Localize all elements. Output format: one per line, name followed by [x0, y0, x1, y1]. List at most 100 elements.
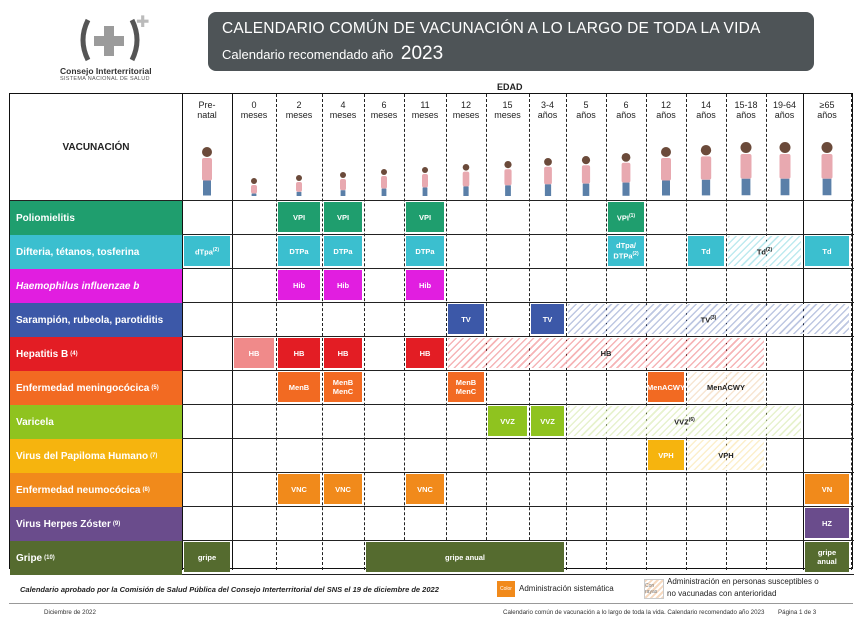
person-figure-icon: [621, 153, 631, 196]
footnote-ref: (5): [151, 385, 159, 391]
footnote-ref: (2): [766, 246, 773, 253]
dose-label: VNC: [291, 484, 307, 494]
vacunacion-header: VACUNACIÓN: [62, 141, 130, 153]
vaccine-row-label: Sarampión, rubeola, parotiditis: [10, 303, 182, 337]
footnote-ref: (10): [44, 555, 55, 561]
plus-icon: ✚: [136, 14, 150, 31]
vaccine-name: Sarampión, rubeola, parotiditis: [16, 314, 164, 326]
dose-label: dTpa: [194, 247, 213, 257]
vaccine-dose-cell: DTPa: [406, 236, 444, 266]
vaccine-dose-cell: TV: [531, 304, 564, 334]
dose-label: TV: [542, 314, 553, 324]
age-value: 12: [660, 100, 671, 110]
vaccine-dose-cell: MenB: [278, 372, 320, 402]
title-banner: CALENDARIO COMÚN DE VACUNACIÓN A LO LARG…: [208, 12, 814, 71]
age-header: 12 años: [646, 94, 686, 200]
age-value: 2: [296, 100, 302, 110]
person-figure-icon: [700, 145, 712, 196]
row-divider: [10, 438, 854, 439]
age-value: 11: [420, 100, 430, 110]
age-unit: años: [616, 110, 636, 120]
column-divider: [486, 94, 487, 570]
vaccine-dose-cell: VPI: [278, 202, 320, 232]
vaccine-dose-cell: Hib: [278, 270, 320, 300]
vaccine-dose-cell: MenACWY: [647, 372, 685, 402]
person-figure-icon: [661, 147, 671, 196]
vaccine-dose-cell: HZ: [805, 508, 849, 538]
row-divider: [10, 506, 854, 507]
vaccine-row-label: Hepatitis B (4): [10, 337, 182, 371]
logo-subtitle: SISTEMA NACIONAL DE SALUD: [60, 76, 150, 82]
person-figure-icon: [779, 142, 790, 196]
vaccine-dose-cell: VNC: [324, 474, 362, 504]
vaccine-row-label: Haemophilus influenzae b: [10, 269, 182, 303]
age-unit: meses: [411, 110, 439, 120]
age-unit: meses: [240, 110, 268, 120]
vaccine-name: Enfermedad neumocócica: [16, 484, 141, 496]
column-divider: [566, 94, 567, 570]
logo-name: Consejo Interterritorial: [60, 66, 152, 76]
person-figure-icon: [462, 164, 470, 196]
vaccine-dose-cell: VNC: [278, 474, 320, 504]
column-divider: [322, 94, 323, 570]
person-figure-icon: [251, 178, 257, 196]
vaccine-dose-cell: HB: [406, 338, 444, 368]
age-value: 6: [623, 100, 629, 110]
footnote-ref: (9): [112, 521, 121, 527]
person-figure-icon: [381, 169, 387, 196]
vaccine-name: Difteria, tétanos, tosferina: [16, 246, 140, 258]
age-unit: años: [817, 110, 837, 120]
dose-label: HB: [248, 348, 260, 358]
age-header: 19-64 años: [766, 94, 803, 200]
vaccine-row-label: Virus del Papiloma Humano (7): [10, 439, 182, 473]
dose-label: HZ: [822, 518, 832, 528]
vaccine-dose-cell: TV(3): [568, 304, 849, 334]
vaccine-row-label: Gripe (10): [10, 541, 182, 575]
vaccine-dose-cell: VVZ(6): [568, 406, 801, 436]
age-value: Pre-: [198, 100, 216, 110]
age-header: Pre-natal: [182, 94, 232, 200]
age-value: 6: [381, 100, 387, 110]
age-header: 3-4 años: [529, 94, 566, 200]
vaccination-table: VACUNACIÓN Pre-natal 0 meses 2 meses 4 meses 6 m…: [9, 93, 854, 575]
age-value: 19-64: [772, 100, 797, 110]
age-value: 15: [502, 100, 513, 110]
footnote-ref: (2): [632, 251, 639, 258]
age-header: 11 meses: [404, 94, 446, 200]
legend-rayas-swatch: Con rayas: [644, 579, 664, 599]
footnote-ref: (8): [142, 487, 150, 493]
footer-title: Calendario común de vacunación a lo larg…: [503, 609, 765, 616]
vaccine-dose-cell: HB: [234, 338, 274, 368]
approval-note: Calendario aprobado por la Comisión de S…: [20, 585, 439, 594]
footnote-ref: (7): [150, 453, 158, 459]
dose-label: Hib: [418, 280, 432, 290]
column-divider: [232, 94, 233, 570]
page-subtitle: Calendario recomendado año 2023: [222, 43, 800, 65]
person-figure-icon: [422, 167, 428, 196]
dose-label: Td: [701, 246, 711, 256]
vaccine-dose-cell: DTPa: [324, 236, 362, 266]
age-value: 4: [340, 100, 346, 110]
page-title: CALENDARIO COMÚN DE VACUNACIÓN A LO LARG…: [222, 20, 761, 37]
dose-label: VPH: [658, 450, 674, 460]
dose-label: Td: [822, 246, 832, 256]
footnote-ref: (3): [710, 314, 717, 321]
dose-label: HB: [600, 348, 612, 358]
footnote-ref: (1): [628, 212, 636, 219]
vaccine-dose-cell: gripe anual: [366, 542, 564, 572]
edad-label: EDAD: [497, 82, 523, 92]
dose-label: MenACWY: [707, 382, 745, 392]
dose-label: VVZ: [674, 417, 689, 427]
dose-label: gripe: [817, 548, 837, 557]
vaccine-row-label: Varicela: [10, 405, 182, 439]
column-divider: [851, 94, 852, 570]
dose-label: MenB: [288, 382, 310, 392]
vaccine-name: Gripe: [16, 552, 43, 564]
footnote-ref: (4): [70, 351, 78, 357]
dose-label: HB: [293, 348, 305, 358]
dose-label: MenACWY: [647, 382, 685, 392]
vaccine-name: Enfermedad meningocócica: [16, 382, 150, 394]
age-unit: años: [774, 110, 795, 120]
vaccine-dose-cell: dTpa/DTPa(2): [608, 236, 644, 266]
vaccine-name: Poliomielitis: [16, 212, 75, 224]
